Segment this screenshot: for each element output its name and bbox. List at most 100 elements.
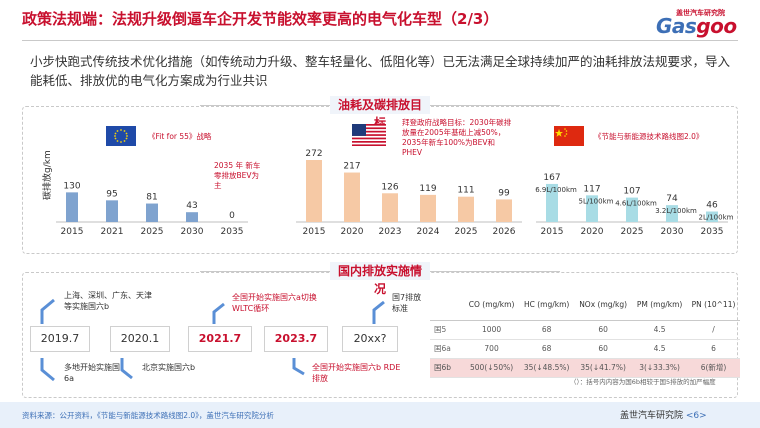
chart-bar [186,212,198,222]
chart-bar [626,197,638,222]
chart-value-label: 81 [146,193,157,203]
table-cell: 6(新增) [687,358,740,378]
section2-rule-right [430,271,560,272]
chart-bar [146,203,158,222]
footer-bar [0,402,760,428]
chart-bar [496,199,512,222]
chart-value-label: 95 [106,189,117,199]
chart-category-label: 2030 [181,227,204,237]
section1-title: 油耗及碳排放目标 [330,96,430,130]
chart-value-label: 99 [498,188,510,198]
table-cell: 35(↓41.7%) [574,358,633,378]
chart-bar [706,211,718,222]
row-header: 国6a [430,339,464,359]
chart-category-label: 2025 [455,227,478,237]
footer-source: 资料来源：公开资料，《节能与新能源技术路线图2.0》，盖世汽车研究院分析 [22,411,274,420]
page-title: 政策法规端：法规升级倒逼车企开发节能效率更高的电气化车型（2/3） [22,10,499,28]
table-cell: 35(↓48.5%) [519,358,575,378]
timeline-box-2023-7: 2023.7 [264,326,328,352]
timeline-box-2021-7: 2021.7 [188,326,252,352]
chart-value-label: 43 [186,201,197,211]
table-cell: 500(↓50%) [464,358,520,378]
table-row: 国6a 700 68 60 4.5 6 [430,339,740,359]
table-cell: 3(↓33.3%) [632,358,688,378]
col-co: CO (mg/km) [464,290,520,321]
col-nox: NOx (mg/kg) [574,290,633,321]
table-cell: 4.5 [632,339,688,359]
page-number: <6> [685,411,707,421]
footer-brand-text: 盖世汽车研究院 [620,411,684,421]
chart-annotation-label: 6.9L/100km [535,186,577,194]
chart-value-label: 126 [381,182,398,192]
logo-text-a: Gas [656,14,697,38]
chart-category-label: 2015 [303,227,326,237]
table-cell: 60 [574,339,633,359]
timeline-text-2019-6a: 多地开始实施国6a [64,363,120,383]
timeline-box-2020-1: 2020.1 [110,326,170,352]
col-pn: PN (10^11) [687,290,740,321]
timeline-text-20xx: 国7排放标准 [392,293,422,313]
chart-category-label: 2035 [701,227,724,237]
chart-category-label: 2025 [141,227,164,237]
footer-brand: 盖世汽车研究院 <6> [620,408,707,421]
logo-caption: 盖世汽车研究院 [676,9,725,17]
chart-value-label: 167 [543,173,560,183]
timeline-text-2020: 北京实施国六b [142,363,196,372]
chart-value-label: 119 [419,184,436,194]
table-cell: 700 [464,339,520,359]
chart-value-label: 74 [666,194,678,204]
chart-category-label: 2024 [417,227,440,237]
chart-value-label: 272 [305,149,322,159]
section2-rule-left [200,271,330,272]
chart-bar [666,205,678,222]
us-policy-note: 拜登政府战略目标：2030年碳排放量在2005年基础上减50%，2035年新车1… [402,118,512,157]
cn-roadmap-label: 《节能与新能源技术路线图2.0》 [594,132,704,141]
timeline-box-2019-7: 2019.7 [30,326,90,352]
timeline-text-2021: 全国开始实施国六a切换WLTC循环 [232,293,317,313]
timeline-arrows [40,298,385,382]
section1-rule-left [200,105,330,106]
table-header-row: CO (mg/km) HC (mg/km) NOx (mg/kg) PM (mg… [430,290,740,321]
emission-targets-chart: 130 2015 95 2021 81 2025 43 2030 0 2035 272 2015 217… [56,149,734,237]
chart-value-label: 130 [63,181,80,191]
chart-bar [420,194,436,222]
us-flag-icon [352,124,386,146]
chart-value-label: 46 [706,201,718,211]
table-cell: 60 [574,320,633,340]
table-corner [430,290,464,321]
col-pm: PM (mg/km) [632,290,688,321]
chart-annotation-label: 4.6L/100km [615,200,657,208]
logo: Gasgoo [656,14,737,38]
intro-text: 小步快跑式传统技术优化措施（如传统动力升级、整车轻量化、低阻化等）已无法满足全球… [30,54,731,88]
table-cell: 4.5 [632,320,688,340]
chart-value-label: 111 [457,186,474,196]
chart-value-label: 107 [623,187,640,197]
row-header: 国5 [430,320,464,340]
table-cell: 6 [687,339,740,359]
cn-flag-icon [554,126,584,146]
eu-strategy-label: 《Fit for 55》战略 [148,132,212,141]
logo-text-b: goo [696,14,737,38]
chart-annotation-label: 2L/100km [699,214,734,222]
chart-bar [344,172,360,222]
chart-bar [66,192,78,222]
chart-value-label: 117 [583,184,600,194]
section1-rule-right [430,105,560,106]
table-cell: 68 [519,339,575,359]
table-cell: 68 [519,320,575,340]
chart-category-label: 2025 [621,227,644,237]
table-cell: / [687,320,740,340]
chart-bar [382,193,398,222]
chart-value-label: 0 [229,211,235,221]
timeline-text-2023: 全国开始实施国六b RDE排放 [312,363,401,383]
chart-category-label: 2015 [541,227,564,237]
chart-annotation-label: 5L/100km [579,197,614,205]
table-row: 国5 1000 68 60 4.5 / [430,320,740,340]
chart-bar [106,200,118,222]
chart-bar [546,183,558,222]
chart-value-label: 217 [343,162,360,172]
chart-category-label: 2021 [101,227,124,237]
title-divider [22,40,738,41]
timeline-box-20xx: 20xx? [342,326,398,352]
eu-2035-note: 2035 年 新车零排放BEV为主 [214,161,261,190]
